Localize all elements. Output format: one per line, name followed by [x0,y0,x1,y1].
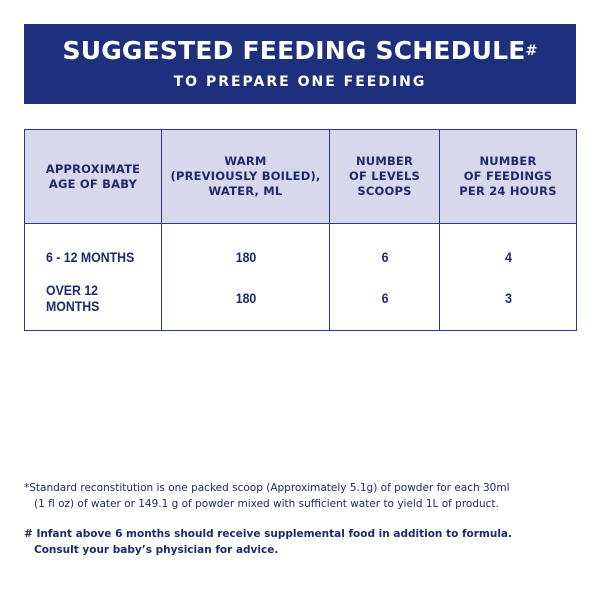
header-scoops: NUMBER OF LEVELS SCOOPS [329,129,440,224]
header-water: WARM (PREVIOUSLY BOILED), WATER, ML [161,129,330,224]
page-subtitle: TO PREPARE ONE FEEDING [173,74,427,90]
cell-age: OVER 12 MONTHS [32,277,154,331]
cell-feedings: 3 [447,277,569,331]
cell-water: 180 [171,277,320,331]
footnotes: *Standard reconstitution is one packed s… [24,480,584,558]
cell-water: 180 [171,223,320,277]
feeding-schedule-table: APPROXIMATE AGE OF BABY WARM (PREVIOUSLY… [24,129,577,331]
title-banner: SUGGESTED FEEDING SCHEDULE# TO PREPARE O… [24,24,576,104]
page-title: SUGGESTED FEEDING SCHEDULE# [24,24,576,70]
standard-reconstitution-note: *Standard reconstitution is one packed s… [24,482,510,510]
header-age: APPROXIMATE AGE OF BABY [24,129,162,224]
table-header-row: APPROXIMATE AGE OF BABY WARM (PREVIOUSLY… [24,129,577,224]
cell-age: 6 - 12 MONTHS [32,223,154,277]
table-row: 6 - 12 MONTHS 180 6 4 [25,223,577,277]
title-footnote-mark: # [525,43,538,59]
header-feedings: NUMBER OF FEEDINGS PER 24 HOURS [439,129,577,224]
table-row: OVER 12 MONTHS 180 6 3 [25,277,577,331]
cell-scoops: 6 [335,223,434,277]
cell-scoops: 6 [335,277,434,331]
cell-feedings: 4 [447,223,569,277]
title-text: SUGGESTED FEEDING SCHEDULE [62,36,526,65]
infant-supplement-note: # Infant above 6 months should receive s… [24,528,513,556]
